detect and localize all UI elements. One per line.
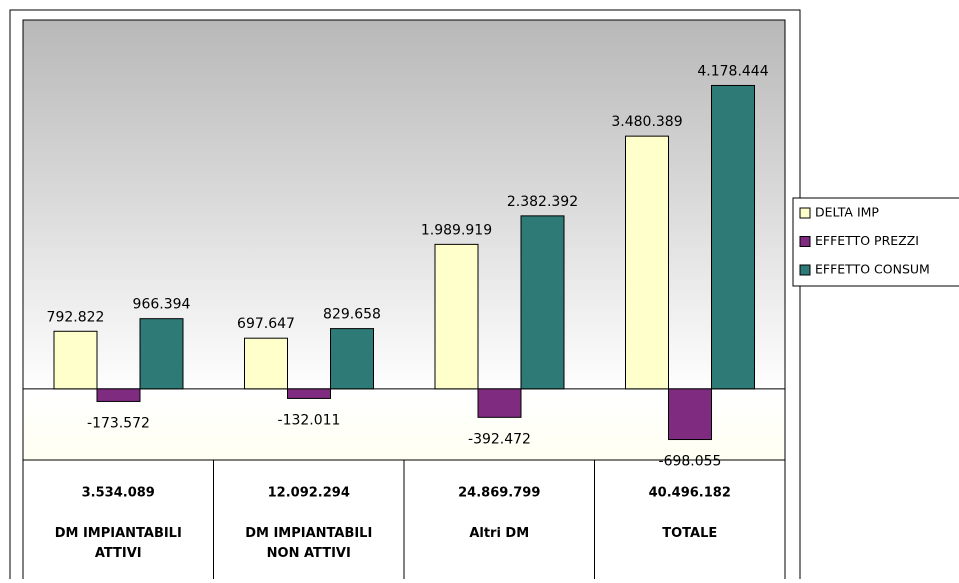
- bar: [96, 388, 141, 402]
- data-label: 829.658: [323, 307, 381, 323]
- category-total: 40.496.182: [649, 486, 731, 501]
- bar: [244, 337, 288, 390]
- bar: [711, 84, 755, 390]
- data-label: -392.472: [468, 431, 531, 447]
- category-total: 3.534.089: [82, 486, 155, 501]
- bar: [625, 135, 669, 390]
- category-total: 24.869.799: [458, 486, 540, 501]
- data-label: 4.178.444: [697, 63, 768, 79]
- x-tick-label: TOTALE: [662, 526, 717, 541]
- legend-label: EFFETTO PREZZI: [815, 233, 919, 248]
- bar: [139, 318, 184, 390]
- category-total: 12.092.294: [268, 486, 350, 501]
- bar: [53, 330, 98, 390]
- data-label: -173.572: [87, 415, 150, 431]
- x-tick-label: DM IMPIANTABILI ATTIVI: [55, 526, 182, 561]
- data-label: 1.989.919: [421, 222, 492, 238]
- legend-label: EFFETTO CONSUM: [815, 262, 930, 277]
- bar: [668, 388, 712, 441]
- bar: [477, 388, 522, 418]
- data-label: 3.480.389: [611, 114, 682, 130]
- x-tick-label: Altri DM: [469, 526, 529, 541]
- legend-swatch: [799, 207, 811, 219]
- data-label: 2.382.392: [507, 194, 578, 210]
- x-tick-label: DM IMPIANTABILI NON ATTIVI: [245, 526, 372, 561]
- data-label: 966.394: [133, 297, 191, 313]
- legend-label: DELTA IMP: [815, 205, 879, 220]
- bar: [330, 328, 374, 390]
- legend-swatch: [799, 236, 811, 247]
- data-label: 697.647: [237, 316, 295, 332]
- bar: [520, 215, 565, 390]
- bar: [287, 388, 331, 399]
- legend: [792, 197, 959, 287]
- legend-swatch: [799, 264, 811, 276]
- bar: [434, 243, 479, 390]
- data-label: 792.822: [47, 309, 105, 325]
- data-label: -698.055: [659, 454, 722, 470]
- data-label: -132.011: [278, 412, 341, 428]
